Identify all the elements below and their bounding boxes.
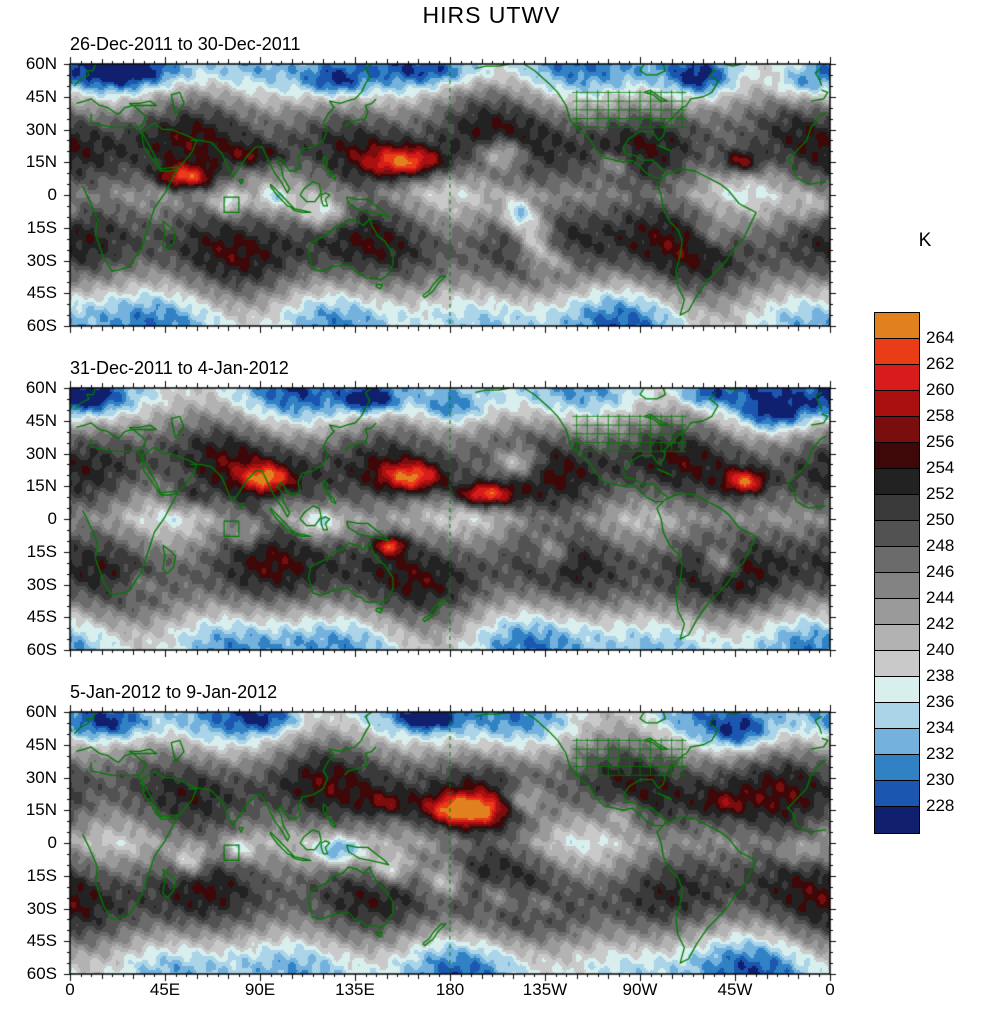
y-axis-tick-label: 15S	[26, 865, 57, 885]
colorbar-swatch	[875, 677, 919, 703]
colorbar-swatch	[875, 547, 919, 573]
y-axis-tick-label: 45N	[25, 86, 57, 106]
y-axis-tick-label: 30N	[25, 767, 57, 787]
y-axis-tick-label: 15N	[25, 476, 57, 496]
colorbar-title: K	[918, 230, 932, 251]
y-axis-tick-label: 60N	[25, 702, 57, 721]
y-axis-tick-label: 45S	[26, 607, 57, 627]
colorbar-tick-label: 234	[926, 718, 955, 737]
colorbar-tick-label: 236	[926, 692, 955, 711]
colorbar-swatch	[875, 703, 919, 729]
colorbar-tick-label: 230	[926, 770, 955, 789]
colorbar-tick-label: 238	[926, 666, 955, 685]
y-axis-tick-label: 0	[47, 833, 57, 852]
colorbar-swatch	[875, 339, 919, 365]
colorbar-tick-label: 240	[926, 640, 955, 659]
y-axis-tick-label: 15S	[26, 541, 57, 561]
colorbar-swatch	[875, 391, 919, 417]
map-panel-1	[62, 56, 838, 334]
colorbar-tick-label: 244	[926, 588, 955, 607]
colorbar-tick-label: 232	[926, 744, 955, 763]
x-axis-tick-label: 180	[435, 980, 465, 999]
y-axis-tick-label: 60S	[26, 316, 57, 335]
y-axis-tick-label: 0	[47, 509, 57, 528]
colorbar-tick-label: 228	[926, 796, 955, 815]
colorbar-swatch	[875, 365, 919, 391]
y-axis-tick-label: 30S	[26, 898, 57, 918]
colorbar-swatch	[875, 651, 919, 677]
x-axis-tick-label: 45E	[149, 980, 181, 999]
colorbar-tick-label: 262	[926, 354, 955, 373]
y-axis-tick-label: 30S	[26, 250, 57, 270]
x-axis-tick-label: 135W	[522, 980, 568, 999]
colorbar-tick-label: 246	[926, 562, 955, 581]
colorbar-swatch	[875, 521, 919, 547]
y-axis-tick-label: 45N	[25, 410, 57, 430]
colorbar-swatch	[875, 573, 919, 599]
panel-3-title: 5-Jan-2012 to 9-Jan-2012	[70, 682, 278, 702]
panel-1-title: 26-Dec-2011 to 30-Dec-2011	[70, 34, 301, 54]
colorbar-swatch	[875, 417, 919, 443]
y-axis-tick-label: 15N	[25, 152, 57, 172]
y-axis-tick-label: 45S	[26, 931, 57, 951]
colorbar-swatch	[875, 625, 919, 651]
colorbar-tick-label: 256	[926, 432, 955, 451]
y-axis-tick-label: 60N	[25, 54, 57, 73]
y-axis-tick-label: 15S	[26, 217, 57, 237]
colorbar-tick-label: 252	[926, 484, 955, 503]
figure-title: HIRS UTWV	[422, 2, 561, 28]
x-axis-tick-label: 90W	[622, 980, 658, 999]
colorbar-swatch	[875, 313, 919, 339]
colorbar-tick-label: 264	[926, 328, 955, 347]
y-axis-tick-label: 45S	[26, 283, 57, 303]
colorbar-tick-label: 258	[926, 406, 955, 425]
y-axis-tick-label: 30N	[25, 443, 57, 463]
colorbar-tick-label: 250	[926, 510, 955, 529]
x-axis-tick-label: 135E	[335, 980, 375, 999]
map-panel-2	[62, 380, 838, 658]
colorbar-swatch	[875, 807, 919, 833]
y-axis-tick-label: 15N	[25, 800, 57, 820]
panel-2-title: 31-Dec-2011 to 4-Jan-2012	[70, 358, 289, 378]
x-axis-tick-label: 45W	[717, 980, 753, 999]
colorbar-tick-label: 260	[926, 380, 955, 399]
y-axis-tick-label: 60S	[26, 640, 57, 659]
colorbar-swatch	[875, 495, 919, 521]
colorbar-swatch	[875, 781, 919, 807]
colorbar-tick-label: 254	[926, 458, 955, 477]
y-axis-tick-label: 0	[47, 185, 57, 204]
colorbar-swatch	[875, 469, 919, 495]
x-axis-tick-label: 0	[65, 980, 75, 999]
y-axis-tick-label: 30N	[25, 119, 57, 139]
y-axis-tick-label: 60S	[26, 964, 57, 983]
x-axis-tick-label: 90E	[244, 980, 276, 999]
colorbar-swatch	[875, 729, 919, 755]
colorbar-swatch	[875, 443, 919, 469]
colorbar-tick-label: 248	[926, 536, 955, 555]
y-axis-tick-label: 60N	[25, 378, 57, 397]
colorbar-swatch	[875, 599, 919, 625]
map-panel-3	[62, 704, 838, 982]
colorbar-swatch	[875, 755, 919, 781]
colorbar	[874, 312, 920, 834]
x-axis-tick-label: 0	[825, 980, 835, 999]
y-axis-tick-label: 30S	[26, 574, 57, 594]
y-axis-tick-label: 45N	[25, 734, 57, 754]
colorbar-tick-label: 242	[926, 614, 955, 633]
